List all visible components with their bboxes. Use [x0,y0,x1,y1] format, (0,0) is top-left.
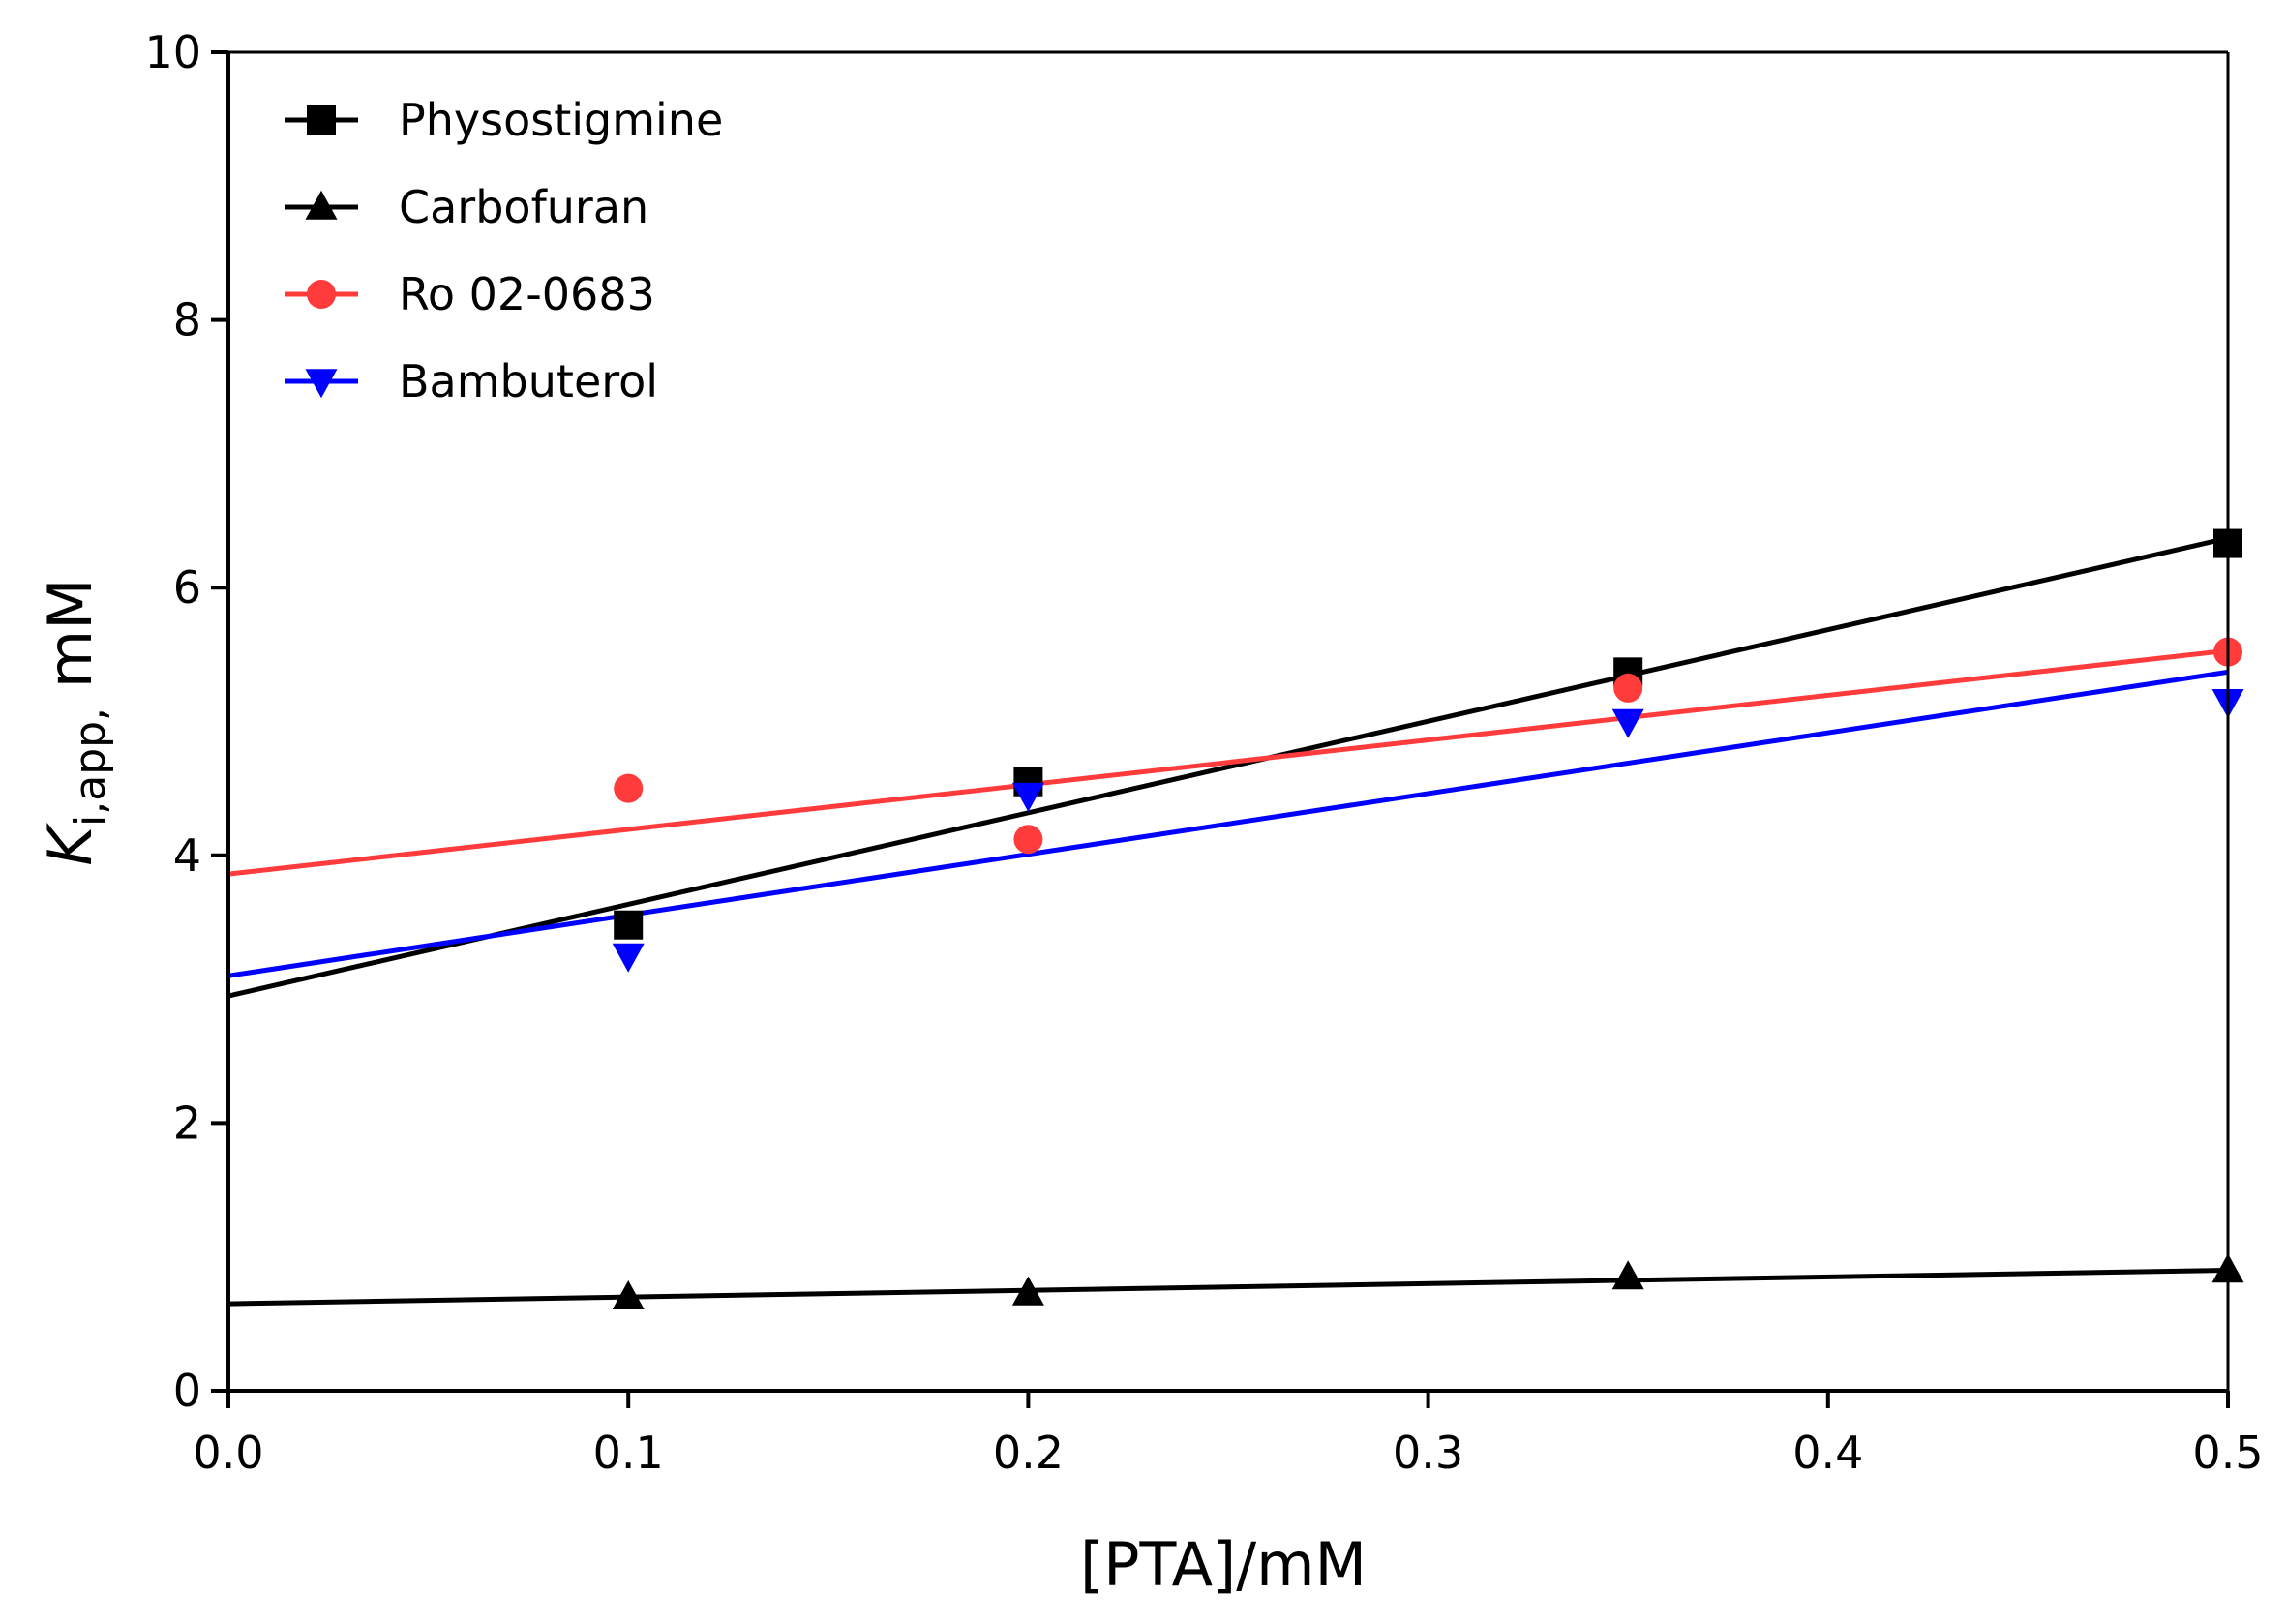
y-tick-label: 6 [173,561,201,614]
x-tick-label: 0.3 [1393,1427,1463,1479]
legend-label-bambuterol: Bambuterol [399,355,658,407]
y-tick-label: 0 [173,1365,201,1417]
data-point-carbofuran [1611,1260,1644,1290]
y-tick-label: 8 [173,294,201,346]
data-point-carbofuran [612,1279,645,1309]
y-axis-label-subscript: i,app, [66,707,115,827]
axes [226,50,2230,1393]
y-axis-label: Ki,app, mM [35,578,115,865]
legend-label-carbofuran: Carbofuran [399,181,648,233]
legend-label-ro-02-0683: Ro 02-0683 [399,268,655,320]
legend-label-physostigmine: Physostigmine [399,94,723,146]
data-points [612,528,2244,1309]
x-tick-label: 0.2 [993,1427,1064,1479]
data-point-ro-02-0683 [1013,825,1043,855]
x-axis-label: [PTA]/mM [1080,1529,1367,1600]
fit-line-carbofuran [227,1268,2229,1307]
fit-line-bambuterol [227,669,2229,978]
data-point-ro-02-0683 [1613,673,1643,703]
y-tick-label: 2 [173,1097,201,1149]
data-point-bambuterol [1011,782,1044,812]
legend-marker-ro-02-0683 [307,280,336,309]
legend: Physostigmine Carbofuran Ro 02-0683 Bambute… [285,94,723,407]
y-axis-label-main: K [35,823,105,866]
fit-line-physostigmine [227,535,2229,999]
data-point-ro-02-0683 [614,773,644,803]
x-tick-label: 0.5 [2192,1427,2263,1479]
x-tick-label: 0.0 [193,1427,263,1479]
fit-lines [227,535,2229,1307]
legend-marker-bambuterol [305,369,338,399]
y-tick-label: 10 [144,26,201,78]
data-point-bambuterol [612,943,645,973]
y-tick-label: 4 [173,829,201,882]
y-ticks: 0 2 4 6 8 10 [144,26,228,1417]
data-point-physostigmine [614,910,644,940]
legend-marker-carbofuran [305,190,338,220]
y-axis-label-unit: mM [35,578,105,707]
x-ticks: 0.0 0.1 0.2 0.3 0.4 0.5 [193,1391,2264,1479]
data-point-bambuterol [1611,708,1644,738]
data-point-carbofuran [1011,1276,1044,1306]
x-tick-label: 0.1 [593,1427,664,1479]
legend-marker-physostigmine [307,105,336,135]
x-tick-label: 0.4 [1792,1427,1863,1479]
fit-line-ro-02-0683 [227,647,2229,877]
